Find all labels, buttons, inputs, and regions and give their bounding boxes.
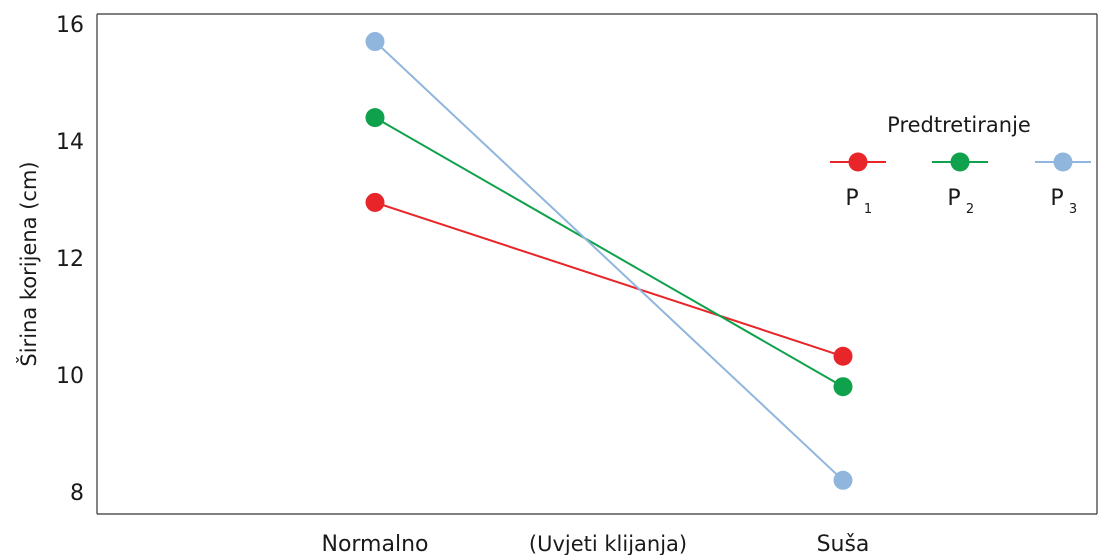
series-line <box>374 40 844 482</box>
series-3 <box>365 32 853 490</box>
legend-title: Predtretiranje <box>887 113 1031 137</box>
data-point <box>365 32 385 52</box>
x-axis-title: (Uvjeti klijanja) <box>529 532 687 555</box>
legend-label-subscript: 3 <box>1069 202 1077 217</box>
y-tick-label: 14 <box>56 130 84 155</box>
y-tick-label: 8 <box>70 481 84 506</box>
legend-marker <box>1053 152 1073 172</box>
series-line <box>374 201 844 358</box>
series-group <box>365 32 853 490</box>
data-point <box>833 470 853 490</box>
series-line <box>374 116 844 388</box>
x-tick-label: Suša <box>817 532 870 555</box>
series-1 <box>365 192 853 366</box>
data-point <box>365 108 385 128</box>
legend-marker <box>848 152 868 172</box>
x-tick-labels: Normalno Suša <box>321 532 869 555</box>
data-point <box>365 192 385 212</box>
x-tick-label: Normalno <box>321 532 428 555</box>
legend-label-subscript: 2 <box>966 202 974 217</box>
legend-label: P <box>845 186 858 211</box>
legend-label-subscript: 1 <box>864 202 872 217</box>
y-tick-label: 12 <box>56 247 84 272</box>
y-tick-labels: 8 10 12 14 16 <box>56 13 84 506</box>
y-axis-title: Širina korijena (cm) <box>16 161 41 366</box>
data-point <box>833 346 853 366</box>
axes <box>96 13 1098 515</box>
y-tick-label: 16 <box>56 13 84 38</box>
series-2 <box>365 108 853 397</box>
legend-label: P <box>947 186 960 211</box>
legend-marker <box>950 152 970 172</box>
data-point <box>833 377 853 397</box>
legend-label: P <box>1050 186 1063 211</box>
y-tick-label: 10 <box>56 364 84 389</box>
